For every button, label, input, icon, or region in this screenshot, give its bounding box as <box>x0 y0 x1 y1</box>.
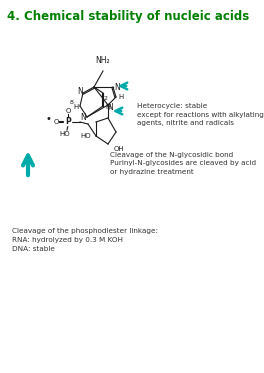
Text: HO: HO <box>60 131 70 137</box>
Text: H: H <box>105 104 111 110</box>
Text: H: H <box>118 94 124 100</box>
Text: OH: OH <box>114 146 125 152</box>
Text: H: H <box>73 104 79 110</box>
Text: Cleavage of the phosphodiester linkage:
RNA: hydrolyzed by 0.3 M KOH
DNA: stable: Cleavage of the phosphodiester linkage: … <box>12 228 158 252</box>
Text: O: O <box>53 119 59 125</box>
Text: N: N <box>80 113 86 122</box>
Text: 2: 2 <box>104 97 108 101</box>
Text: HO: HO <box>80 133 91 139</box>
Text: 4. Chemical stability of nucleic acids: 4. Chemical stability of nucleic acids <box>7 10 249 23</box>
Text: Heterocycle: stable
except for reactions with alkylating
agents, nitrite and rad: Heterocycle: stable except for reactions… <box>137 103 264 126</box>
Text: Cleavage of the N-glycosidic bond
Purinyl-N-glycosides are cleaved by acid
or hy: Cleavage of the N-glycosidic bond Puriny… <box>110 152 256 175</box>
Text: 8: 8 <box>70 100 74 106</box>
Text: O: O <box>65 108 71 114</box>
Circle shape <box>64 119 72 125</box>
Text: N: N <box>77 87 83 95</box>
Text: •: • <box>45 114 51 124</box>
Text: P: P <box>65 117 71 126</box>
Text: NH₂: NH₂ <box>96 56 110 65</box>
Text: N: N <box>107 103 113 112</box>
Text: N: N <box>114 82 120 91</box>
